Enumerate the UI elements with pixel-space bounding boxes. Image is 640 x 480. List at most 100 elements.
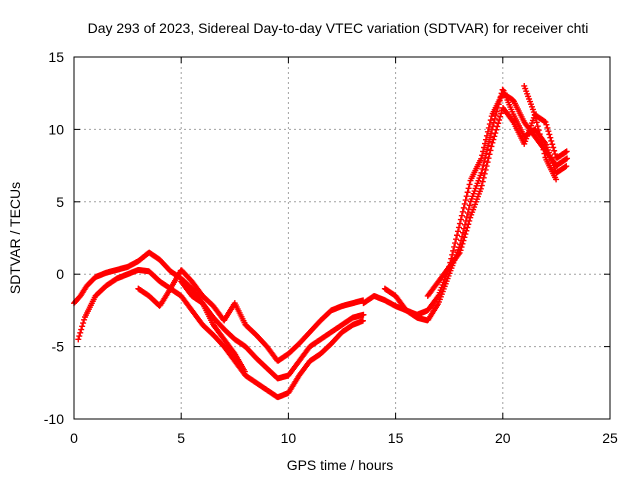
data-point xyxy=(497,113,504,120)
x-tick-label: 5 xyxy=(177,430,185,446)
x-tick-label: 25 xyxy=(602,430,618,446)
data-point xyxy=(479,152,486,159)
data-point xyxy=(465,221,472,228)
data-point xyxy=(486,121,493,128)
data-point xyxy=(466,217,473,224)
data-point xyxy=(486,151,493,158)
data-point xyxy=(464,224,471,231)
data-point xyxy=(480,162,487,169)
data-point xyxy=(465,185,472,192)
data-point xyxy=(485,124,492,131)
data-point xyxy=(463,227,470,234)
data-point xyxy=(544,124,551,131)
data-point xyxy=(457,247,464,254)
data-point xyxy=(484,159,491,166)
data-point xyxy=(496,97,503,104)
x-tick-label: 20 xyxy=(495,430,511,446)
data-point xyxy=(483,132,490,139)
data-point xyxy=(463,193,470,200)
data-point xyxy=(487,117,494,124)
data-point xyxy=(461,200,468,207)
data-point xyxy=(485,155,492,162)
data-point xyxy=(509,97,516,104)
data-point xyxy=(484,146,491,153)
data-point xyxy=(482,140,489,147)
data-point xyxy=(75,336,82,343)
data-point xyxy=(481,144,488,151)
data-point xyxy=(490,136,497,143)
data-point xyxy=(480,148,487,155)
data-point xyxy=(486,138,493,145)
data-point xyxy=(499,86,506,93)
data-point xyxy=(492,112,499,119)
data-point xyxy=(459,240,466,247)
chart-title: Day 293 of 2023, Sidereal Day-to-day VTE… xyxy=(88,20,589,36)
data-point xyxy=(563,148,570,155)
data-point xyxy=(459,208,466,215)
y-tick-label: -5 xyxy=(52,339,65,355)
data-point xyxy=(466,181,473,188)
data-point xyxy=(563,163,570,170)
data-point xyxy=(493,126,500,133)
plot-frame xyxy=(73,56,611,420)
data-point xyxy=(76,333,83,340)
data-point xyxy=(359,317,366,324)
data-point xyxy=(496,116,503,123)
data-point xyxy=(547,134,554,141)
data-point xyxy=(461,234,468,241)
data-point xyxy=(454,228,461,235)
data-point xyxy=(551,147,558,154)
data-point xyxy=(478,169,485,176)
data-points xyxy=(71,82,571,401)
data-point xyxy=(532,115,539,122)
y-tick-label: 10 xyxy=(48,121,64,137)
data-point xyxy=(450,247,457,254)
x-tick-label: 10 xyxy=(281,430,297,446)
data-point xyxy=(453,236,460,243)
data-point xyxy=(452,240,459,247)
data-point xyxy=(77,329,84,336)
data-point xyxy=(488,143,495,150)
x-tick-label: 0 xyxy=(70,430,78,446)
data-point xyxy=(487,147,494,154)
data-point xyxy=(483,163,490,170)
data-point xyxy=(360,311,367,318)
data-point xyxy=(497,93,504,100)
data-point xyxy=(491,133,498,140)
data-point xyxy=(462,231,469,238)
data-point xyxy=(495,101,502,108)
y-tick-label: 0 xyxy=(56,266,64,282)
data-point xyxy=(492,130,499,137)
data-point xyxy=(80,320,87,327)
data-point xyxy=(541,150,548,157)
data-point xyxy=(490,119,497,126)
data-point xyxy=(564,155,571,162)
y-tick-label: 5 xyxy=(56,194,64,210)
data-point xyxy=(498,110,505,117)
data-point xyxy=(539,142,546,149)
data-point xyxy=(489,139,496,146)
data-point xyxy=(533,119,540,126)
data-point xyxy=(467,214,474,221)
data-point xyxy=(455,224,462,231)
data-point xyxy=(552,151,559,158)
data-point xyxy=(491,115,498,122)
data-point xyxy=(477,185,484,192)
data-point xyxy=(78,326,85,333)
data-point xyxy=(478,155,485,162)
data-point xyxy=(485,142,492,149)
data-point xyxy=(480,174,487,181)
data-point xyxy=(495,120,502,127)
data-point xyxy=(484,128,491,135)
data-point xyxy=(538,138,545,145)
y-tick-label: 15 xyxy=(48,49,64,65)
data-point xyxy=(536,131,543,138)
data-point xyxy=(493,108,500,115)
data-point xyxy=(534,123,541,130)
data-point xyxy=(488,130,495,137)
data-point xyxy=(451,243,458,250)
data-point xyxy=(482,154,489,161)
data-point xyxy=(466,202,473,209)
